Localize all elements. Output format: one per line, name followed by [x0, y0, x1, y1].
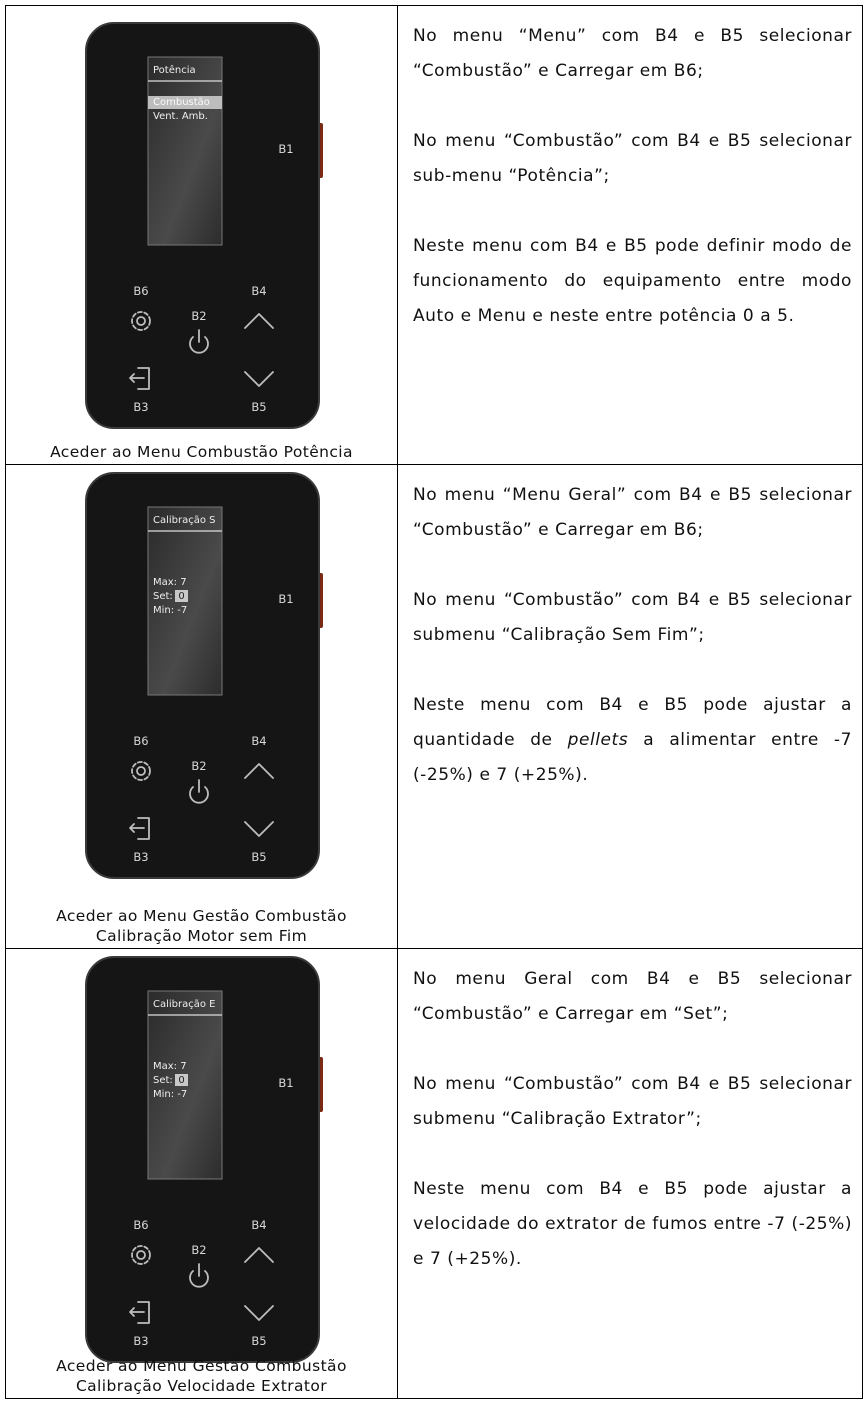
text-run: No menu “Combustão” com B4 e B5 selecion…: [413, 1074, 852, 1129]
gear-icon: [131, 761, 151, 781]
paragraph: Neste menu com B4 e B5 pode ajustar a ve…: [413, 1172, 852, 1277]
button-label: B3: [133, 1334, 148, 1348]
screen-line: Set:: [153, 591, 173, 602]
paragraph: No menu “Menu” com B4 e B5 selecionar “C…: [413, 19, 852, 89]
caption-line: Aceder ao Menu Gestão Combustão: [56, 907, 347, 925]
instruction-table: Potência Combustão Vent. Amb. B1 B6 B2 B4 B3 B5 A…: [5, 5, 863, 1399]
paragraph: No menu “Combustão” com B4 e B5 selecion…: [413, 124, 852, 194]
text-cell: No menu “Menu Geral” com B4 e B5 selecio…: [397, 464, 863, 949]
value-highlight: [175, 1074, 188, 1086]
text-run: Neste menu com B4 e B5 pode ajustar a ve…: [413, 1179, 852, 1269]
text-run: a alimentar entre -7 (-25%) e 7 (+25%).: [413, 730, 852, 785]
text-run: No menu “Combustão” com B4 e B5 selecion…: [413, 131, 852, 186]
exit-icon: [129, 1301, 150, 1324]
paragraph: No menu “Combustão” com B4 e B5 selecion…: [413, 1067, 852, 1137]
button-label: B2: [191, 1243, 206, 1257]
device-cell: Potência Combustão Vent. Amb. B1 B6 B2 B4 B3 B5 A…: [5, 5, 398, 465]
table-row: Calibração E Max: 7 Set: 0 Min: -7 B1 B6 B2 B4 B3…: [5, 948, 863, 1399]
paragraph: Neste menu com B4 e B5 pode definir modo…: [413, 229, 852, 334]
button-label: B1: [278, 1076, 293, 1090]
screen-line: Vent. Amb.: [153, 111, 208, 122]
screen-value: 0: [178, 1075, 184, 1086]
button-label: B1: [278, 592, 293, 606]
text-run: Neste menu com B4 e B5 pode definir modo…: [413, 236, 852, 326]
text-run: No menu “Menu” com B4 e B5 selecionar “C…: [413, 26, 852, 81]
button-label: B6: [133, 284, 148, 298]
device-cell: Calibração E Max: 7 Set: 0 Min: -7 B1 B6 B2 B4 B3…: [5, 948, 398, 1399]
table-row: Potência Combustão Vent. Amb. B1 B6 B2 B4 B3 B5 A…: [5, 5, 863, 465]
button-label: B3: [133, 850, 148, 864]
paragraph: No menu “Combustão” com B4 e B5 selecion…: [413, 583, 852, 653]
power-icon: [189, 786, 209, 804]
caption: Aceder ao Menu Gestão Combustão Calibraçã…: [6, 1356, 397, 1396]
power-icon: [189, 336, 209, 354]
text-run: No menu “Combustão” com B4 e B5 selecion…: [413, 590, 852, 645]
button-label: B3: [133, 400, 148, 414]
down-icon: [244, 371, 274, 387]
exit-icon: [129, 817, 150, 840]
paragraph: No menu Geral com B4 e B5 selecionar “Co…: [413, 962, 852, 1032]
button-label: B5: [251, 1334, 266, 1348]
up-icon: [244, 313, 274, 329]
down-icon: [244, 1305, 274, 1321]
gear-icon: [136, 766, 146, 776]
caption: Aceder ao Menu Combustão Potência: [6, 442, 397, 462]
caption-line: Calibração Motor sem Fim: [95, 927, 308, 945]
gear-icon: [136, 1250, 146, 1260]
exit-icon: [129, 367, 150, 390]
value-highlight: [175, 590, 188, 602]
device-illustration: Calibração E Max: 7 Set: 0 Min: -7 B1 B6 B2 B4 B3…: [85, 956, 323, 1363]
screen-value: 0: [178, 591, 184, 602]
gear-icon: [131, 1245, 151, 1265]
emphasis: pellets: [567, 730, 629, 750]
screen-title: Calibração E: [153, 999, 216, 1010]
down-icon: [244, 821, 274, 837]
button-label: B4: [251, 734, 266, 748]
gear-icon: [131, 311, 151, 331]
device: Calibração S Max: 7 Set: 0 Min: -7 B1 B6 B2 B4 B3…: [85, 472, 323, 879]
screen-line: Min: -7: [153, 1089, 187, 1100]
up-icon: [244, 1247, 274, 1263]
device: Calibração E Max: 7 Set: 0 Min: -7 B1 B6 B2 B4 B3…: [85, 956, 323, 1363]
screen-line: Max: 7: [153, 577, 187, 588]
device-illustration: Calibração S Max: 7 Set: 0 Min: -7 B1 B6 B2 B4 B3…: [85, 472, 323, 879]
caption-line: Calibração Velocidade Extrator: [75, 1377, 328, 1395]
paragraph: Neste menu com B4 e B5 pode ajustar a qu…: [413, 688, 852, 793]
table-row: Calibração S Max: 7 Set: 0 Min: -7 B1 B6 B2 B4 B3…: [5, 464, 863, 949]
text-cell: No menu “Menu” com B4 e B5 selecionar “C…: [397, 5, 863, 465]
button-label: B5: [251, 850, 266, 864]
button-label: B6: [133, 1218, 148, 1232]
gear-icon: [136, 316, 146, 326]
screen-line: Min: -7: [153, 605, 187, 616]
text-run: Neste menu com B4 e B5 pode ajustar a qu…: [413, 695, 852, 750]
screen-line: Set:: [153, 1075, 173, 1086]
text-cell: No menu Geral com B4 e B5 selecionar “Co…: [397, 948, 863, 1399]
paragraph: No menu “Menu Geral” com B4 e B5 selecio…: [413, 478, 852, 548]
button-label: B1: [278, 142, 293, 156]
text-run: No menu Geral com B4 e B5 selecionar “Co…: [413, 969, 852, 1024]
selection-highlight: [148, 96, 222, 109]
power-icon: [189, 1270, 209, 1288]
up-icon: [244, 763, 274, 779]
screen: [147, 56, 223, 246]
text-run: No menu “Menu Geral” com B4 e B5 selecio…: [413, 485, 852, 540]
screen-title: Potência: [153, 64, 196, 76]
screen-line: Combustão: [153, 97, 210, 108]
screen-title: Calibração S: [153, 515, 216, 526]
button-label: B4: [251, 284, 266, 298]
button-label: B2: [191, 309, 206, 323]
device-cell: Calibração S Max: 7 Set: 0 Min: -7 B1 B6 B2 B4 B3…: [5, 464, 398, 949]
button-label: B5: [251, 400, 266, 414]
device: Potência Combustão Vent. Amb. B1 B6 B2 B4 B3 B5: [85, 22, 323, 429]
button-label: B2: [191, 759, 206, 773]
caption-line: Aceder ao Menu Combustão Potência: [50, 443, 353, 461]
caption: Aceder ao Menu Gestão Combustão Calibraçã…: [6, 906, 397, 946]
device-illustration: Potência Combustão Vent. Amb. B1 B6 B2 B4 B3 B5: [85, 22, 323, 429]
button-label: B4: [251, 1218, 266, 1232]
button-label: B6: [133, 734, 148, 748]
screen-line: Max: 7: [153, 1061, 187, 1072]
caption-line: Aceder ao Menu Gestão Combustão: [56, 1357, 347, 1375]
